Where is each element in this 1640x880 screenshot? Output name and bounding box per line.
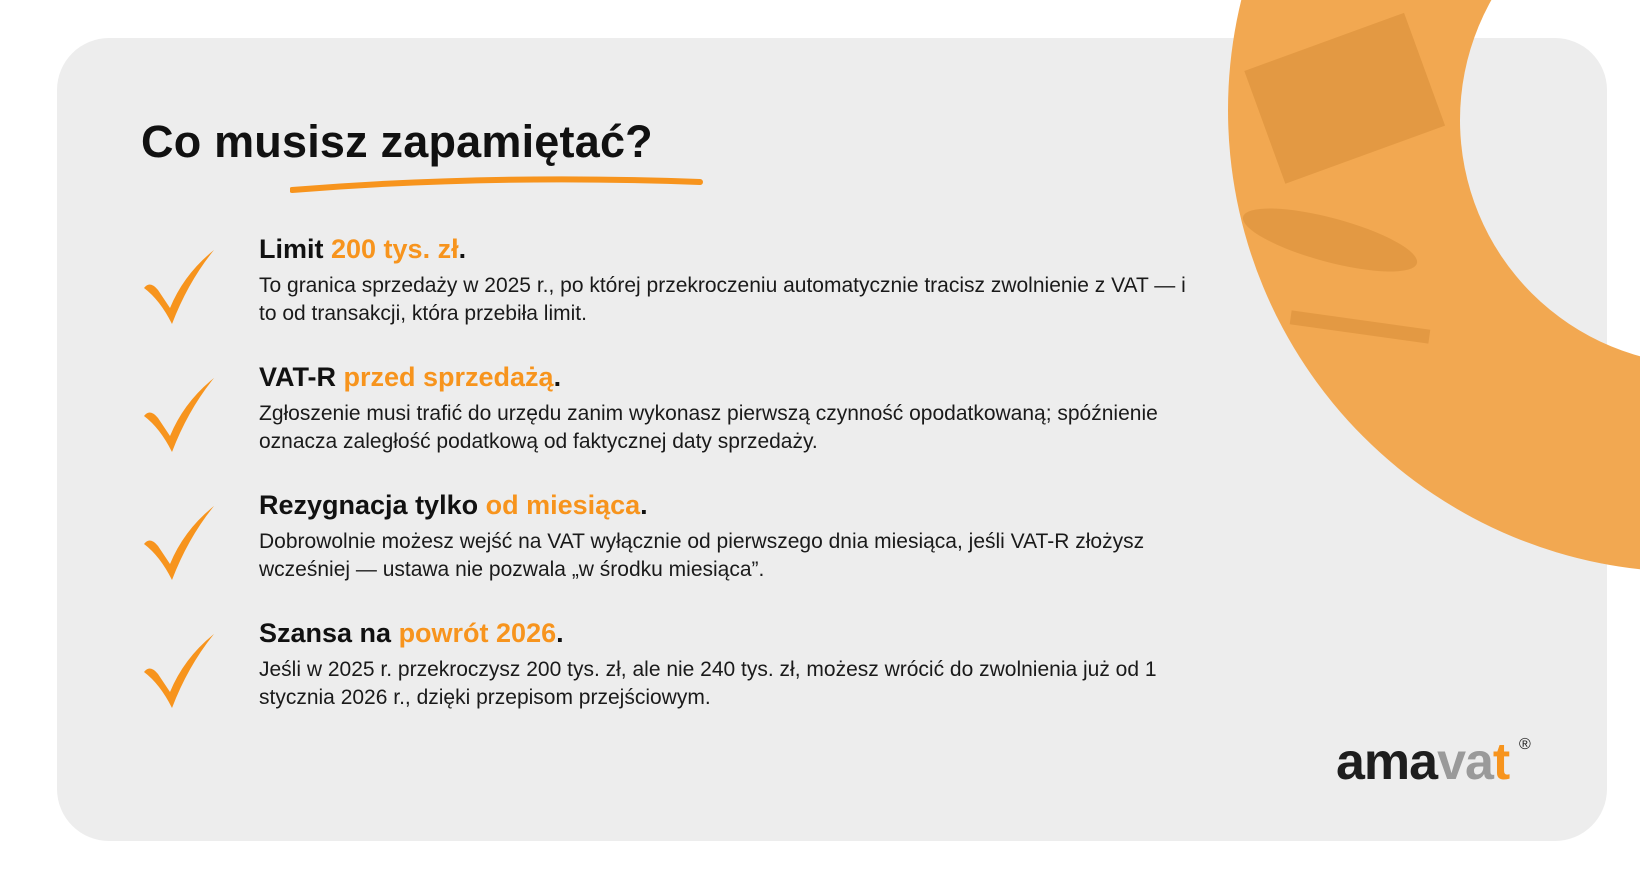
page-title: Co musisz zapamiętać?: [141, 116, 653, 167]
item-heading: Rezygnacja tylko od miesiąca.: [259, 490, 648, 520]
title-underline-stroke: [290, 176, 703, 193]
item-heading: Limit 200 tys. zł.: [259, 234, 467, 264]
item-description: Jeśli w 2025 r. przekroczysz 200 tys. zł…: [259, 658, 1157, 709]
checkmark-icon: [144, 250, 214, 324]
item-description: To granica sprzedaży w 2025 r., po które…: [259, 274, 1186, 325]
item-description: Zgłoszenie musi trafić do urzędu zanim w…: [259, 402, 1158, 453]
item-description: Dobrowolnie możesz wejść na VAT wyłączni…: [259, 530, 1145, 581]
registered-mark: ®: [1519, 736, 1531, 753]
item-heading: VAT-R przed sprzedażą.: [259, 362, 562, 392]
item-heading: Szansa na powrót 2026.: [259, 618, 564, 648]
checkmark-icon: [144, 506, 214, 580]
amavat-logo: amavat: [1336, 733, 1510, 791]
checkmark-icon: [144, 634, 214, 708]
checkmark-icon: [144, 378, 214, 452]
